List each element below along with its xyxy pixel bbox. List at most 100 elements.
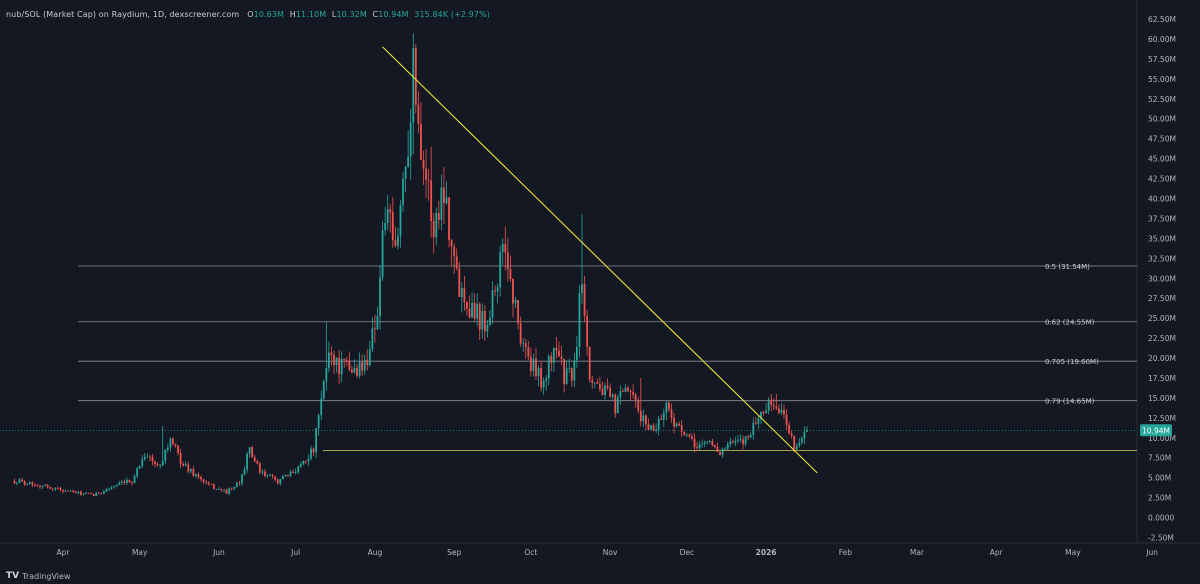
candle-body	[634, 394, 637, 401]
candle-body	[397, 235, 399, 246]
candle-body	[363, 359, 366, 371]
candle-body	[752, 422, 755, 435]
candle-body	[289, 471, 292, 476]
candle-body	[749, 434, 752, 438]
candle-body	[494, 290, 496, 292]
candle-body	[212, 484, 215, 490]
candle-body	[619, 391, 622, 398]
candle-body	[698, 444, 701, 449]
candle-body	[28, 482, 31, 485]
candle-body	[264, 471, 266, 477]
candle-body	[437, 213, 440, 220]
candle-body	[327, 352, 330, 369]
candle-body	[645, 415, 647, 425]
y-tick-label: 20.00M	[1148, 354, 1176, 363]
candle-body	[44, 484, 47, 486]
candle-body	[92, 493, 95, 497]
candle-body	[172, 438, 174, 444]
candle-body	[453, 246, 456, 257]
candle-body	[189, 469, 192, 472]
candle-body	[737, 439, 739, 441]
candle-body	[353, 367, 356, 373]
candle-body	[82, 493, 85, 495]
candle-body	[591, 379, 594, 384]
candle-body	[402, 178, 404, 205]
candle-body	[683, 431, 686, 435]
candle-body	[356, 367, 358, 376]
x-tick-label: Mar	[910, 548, 925, 557]
candle-body	[499, 252, 502, 288]
candle-body	[174, 443, 177, 446]
candle-body	[483, 310, 486, 332]
candle-body	[223, 489, 225, 491]
candle-body	[703, 442, 706, 444]
close-label: C	[372, 10, 379, 19]
candle-body	[642, 415, 645, 422]
chart-legend: nub/SOL (Market Cap) on Raydium, 1D, dex…	[6, 9, 490, 21]
candle-body	[512, 278, 514, 304]
candle-body	[455, 256, 458, 269]
candle-body	[218, 489, 220, 490]
candle-body	[235, 482, 238, 488]
candle-body	[18, 479, 21, 483]
x-tick-label: 2026	[756, 548, 777, 557]
candle-body	[409, 122, 412, 157]
candle-body	[639, 410, 642, 422]
candle-body	[471, 302, 473, 318]
candle-body	[806, 430, 808, 432]
candle-body	[202, 479, 205, 482]
candle-body	[307, 458, 310, 462]
candle-body	[325, 368, 328, 382]
candle-body	[95, 492, 98, 497]
candle-body	[606, 385, 609, 389]
candle-body	[757, 418, 760, 424]
y-tick-label: 30.00M	[1148, 274, 1176, 283]
candle-body	[478, 304, 481, 330]
close-value: 10.94M	[378, 10, 409, 19]
candle-body	[343, 358, 346, 361]
candle-body	[657, 418, 660, 430]
candle-body	[225, 489, 228, 494]
candle-body	[141, 459, 144, 466]
candle-body	[322, 381, 325, 399]
candle-body	[16, 482, 18, 484]
y-tick-label: 55.00M	[1148, 75, 1176, 84]
candle-body	[49, 487, 52, 489]
candle-body	[662, 412, 665, 420]
candle-body	[154, 461, 156, 465]
candle-body	[629, 391, 632, 393]
candle-body	[54, 488, 57, 490]
candle-body	[39, 485, 41, 487]
candle-body	[721, 448, 724, 455]
y-tick-label: 37.50M	[1148, 214, 1176, 223]
candle-body	[535, 358, 537, 377]
candle-body	[33, 484, 36, 486]
candle-body	[266, 475, 269, 477]
y-tick-label: 52.50M	[1148, 95, 1176, 104]
candle-body	[310, 448, 312, 459]
candle-body	[754, 422, 757, 424]
candle-body	[627, 387, 629, 392]
y-tick-label: 32.50M	[1148, 254, 1176, 263]
candle-body	[230, 488, 233, 490]
candle-body	[509, 269, 512, 279]
candle-body	[614, 394, 617, 414]
candle-body	[241, 474, 243, 484]
candle-body	[611, 394, 614, 397]
candle-body	[545, 378, 548, 381]
candle-body	[345, 360, 348, 361]
tradingview-branding[interactable]: TV TradingView	[6, 571, 70, 581]
candle-body	[652, 425, 655, 431]
candle-body	[261, 471, 264, 473]
candle-body	[120, 481, 123, 483]
candle-body	[302, 460, 305, 465]
candle-body	[680, 425, 683, 432]
candle-body	[374, 328, 376, 330]
candle-body	[79, 491, 82, 495]
candle-body	[205, 481, 208, 483]
y-tick-label: 22.50M	[1148, 334, 1176, 343]
candle-body	[647, 424, 650, 430]
candle-body	[187, 464, 190, 472]
candle-body	[637, 400, 640, 411]
